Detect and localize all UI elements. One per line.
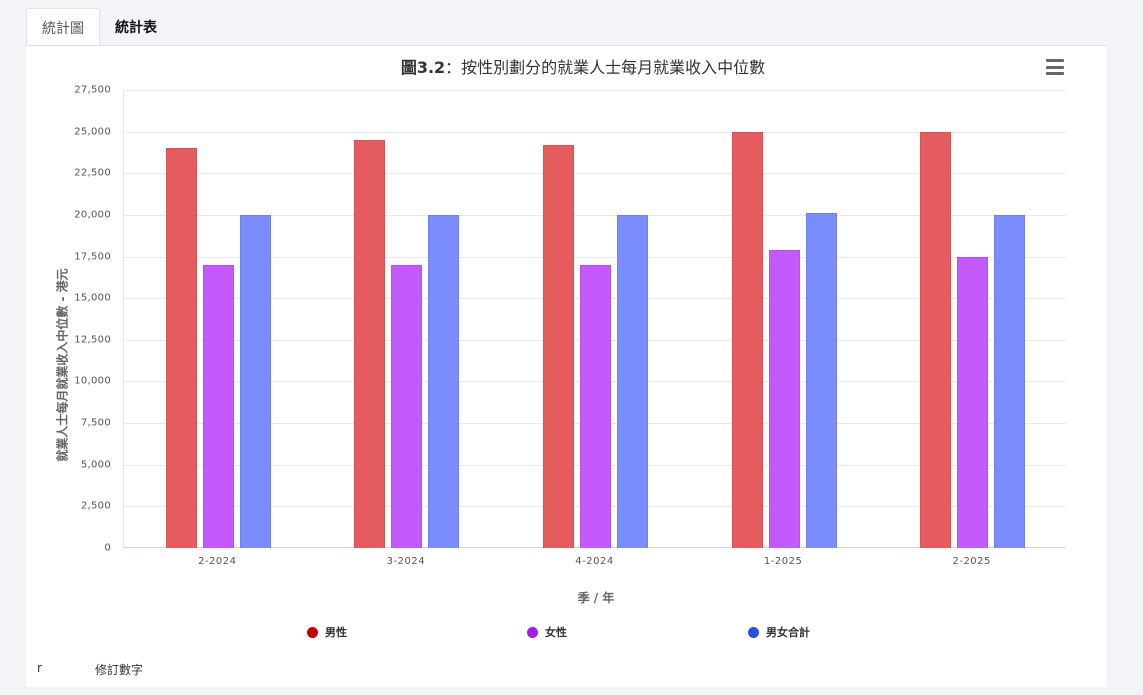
y-tick-label: 17,500 — [74, 251, 111, 263]
y-tick-label: 27,500 — [74, 84, 111, 96]
hamburger-menu-icon-line — [1046, 65, 1064, 69]
y-tick-label: 0 — [104, 542, 111, 554]
legend-label: 男性 — [325, 626, 347, 639]
bar-2-2025-0[interactable] — [920, 131, 952, 548]
y-tick-label: 22,500 — [74, 167, 111, 179]
bar-1-2025-2[interactable] — [805, 213, 837, 548]
x-tick-label: 2-2025 — [952, 556, 991, 567]
legend-dot-icon — [748, 626, 759, 638]
y-tick-label: 20,000 — [74, 209, 111, 221]
bar-2-2024-0[interactable] — [165, 148, 197, 548]
y-tick-label: 5,000 — [80, 459, 111, 471]
legend-dot-icon — [527, 626, 538, 638]
gridline — [124, 131, 1066, 133]
x-tick-label: 3-2024 — [386, 556, 426, 567]
tab-chart[interactable]: 統計圖 — [26, 8, 100, 46]
tab-table[interactable]: 統計表 — [115, 20, 157, 36]
footnote-symbol: r — [37, 661, 42, 675]
x-axis-title: 季 / 年 — [577, 591, 615, 605]
bar-2-2024-2[interactable] — [239, 214, 271, 548]
y-tick-label: 7,500 — [80, 417, 111, 429]
chart-menu-button[interactable] — [1046, 59, 1064, 75]
bar-2-2025-2[interactable] — [994, 214, 1026, 548]
chart-legend: 男性 女性 男女合計 — [307, 624, 847, 640]
y-tick-label: 12,500 — [74, 334, 111, 346]
chart-panel: 圖3.2：按性別劃分的就業人士每月就業收入中位數 就業人士每月就業收入中位數 -… — [26, 45, 1106, 687]
footnote: r 修訂數字 — [37, 661, 143, 678]
chart-title-text: ：按性別劃分的就業人士每月就業收入中位數 — [445, 58, 766, 77]
bar-1-2025-0[interactable] — [731, 131, 763, 548]
legend-item-female[interactable]: 女性 — [527, 624, 567, 640]
gridline — [124, 214, 1066, 216]
legend-dot-icon — [307, 626, 318, 638]
chart-title: 圖3.2：按性別劃分的就業人士每月就業收入中位數 — [26, 54, 1140, 78]
bar-3-2024-0[interactable] — [354, 139, 386, 548]
hamburger-menu-icon-line — [1046, 72, 1064, 75]
y-tick-label: 10,000 — [74, 375, 111, 387]
y-tick-label: 15,000 — [74, 292, 111, 304]
x-tick-label: 1-2025 — [763, 556, 803, 567]
gridline — [124, 90, 1066, 91]
hamburger-menu-icon — [1046, 59, 1064, 62]
legend-item-male[interactable]: 男性 — [307, 624, 347, 640]
chart-title-number: 圖3.2 — [400, 58, 446, 77]
legend-label: 男女合計 — [766, 626, 810, 639]
bar-4-2024-1[interactable] — [580, 264, 611, 548]
legend-item-total[interactable]: 男女合計 — [748, 624, 810, 640]
gridline — [124, 173, 1066, 175]
x-tick-label: 2-2024 — [198, 556, 237, 567]
x-tick-label: 4-2024 — [575, 556, 614, 567]
bar-4-2024-2[interactable] — [617, 214, 648, 548]
bar-4-2024-0[interactable] — [543, 144, 574, 548]
y-axis-title-text: 就業人士每月就業收入中位數 - 港元 — [55, 268, 70, 462]
bar-3-2024-2[interactable] — [428, 214, 460, 548]
legend-label: 女性 — [545, 626, 567, 639]
y-tick-label: 2,500 — [80, 500, 111, 512]
bar-2-2024-1[interactable] — [202, 264, 234, 548]
bar-1-2025-1[interactable] — [768, 249, 800, 548]
bar-2-2025-1[interactable] — [957, 256, 989, 548]
plot-area — [123, 90, 1066, 548]
footnote-text: 修訂數字 — [95, 663, 144, 677]
gridline — [124, 256, 1066, 258]
bar-3-2024-1[interactable] — [391, 264, 423, 548]
chart-tabs: 統計圖 統計表 — [26, 8, 172, 46]
y-tick-label: 25,000 — [74, 126, 111, 138]
